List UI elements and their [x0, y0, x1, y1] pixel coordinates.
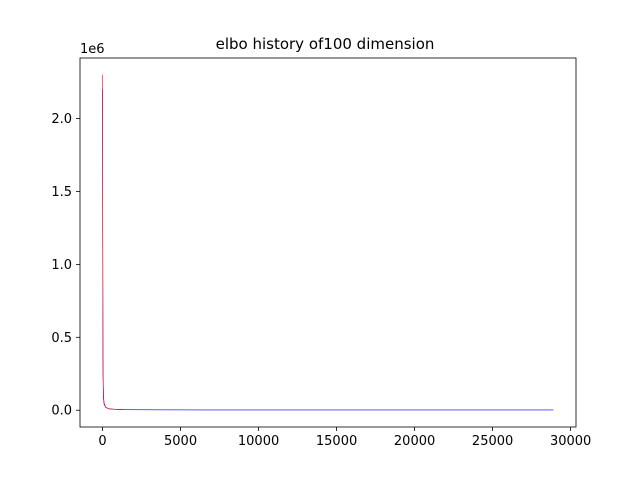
x-tick-label-6: 30000 — [550, 434, 591, 449]
series-line-1 — [102, 74, 126, 410]
y-tick-label-2: 1.0 — [51, 258, 72, 273]
x-tick-label-1: 5000 — [164, 434, 197, 449]
series-layer — [102, 74, 554, 411]
y-tick-label-4: 2.0 — [51, 112, 72, 127]
y-offset-label: 1e6 — [80, 42, 105, 57]
x-tick-label-4: 20000 — [394, 434, 435, 449]
x-tick-label-2: 10000 — [238, 434, 279, 449]
axis-layer: 0 5000 10000 15000 20000 25000 30000 0.0 0.5 1.0 1… — [51, 57, 591, 449]
x-tick-label-5: 25000 — [472, 434, 513, 449]
x-tick-label-3: 15000 — [316, 434, 357, 449]
y-tick-label-0: 0.0 — [51, 404, 72, 419]
chart-title: elbo history of100 dimension — [216, 35, 435, 53]
y-tick-label-1: 0.5 — [51, 331, 72, 346]
y-tick-label-3: 1.5 — [51, 185, 72, 200]
plot-frame — [79, 57, 577, 428]
x-tick-label-0: 0 — [98, 434, 106, 449]
series-line-0 — [102, 89, 554, 411]
